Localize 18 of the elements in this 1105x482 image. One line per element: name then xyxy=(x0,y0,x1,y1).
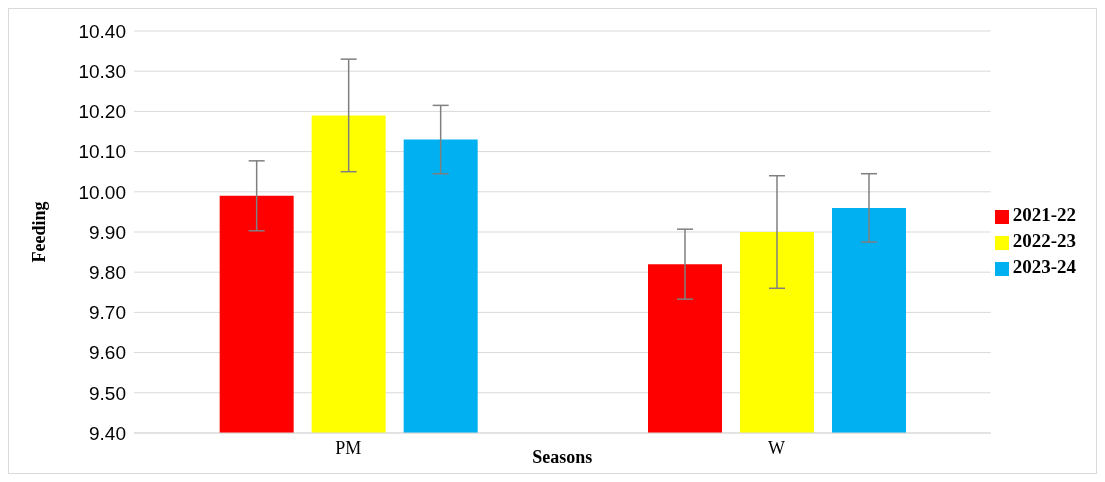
legend-label: 2021-22 xyxy=(1012,204,1076,225)
y-tick-label: 9.60 xyxy=(89,342,126,364)
y-tick-label: 9.80 xyxy=(89,261,126,283)
y-tick-label: 9.70 xyxy=(89,302,126,324)
y-tick-label: 10.20 xyxy=(78,101,126,123)
x-tick-label: PM xyxy=(335,437,362,458)
y-tick-label: 9.90 xyxy=(89,221,126,243)
y-tick-label: 10.00 xyxy=(78,181,126,203)
y-tick-label: 10.30 xyxy=(78,60,126,82)
y-axis-title: Feeding xyxy=(29,201,50,263)
y-tick-label: 10.10 xyxy=(78,141,126,163)
y-tick-label: 9.50 xyxy=(89,382,126,404)
x-axis-title: Seasons xyxy=(532,447,593,467)
legend-label: 2023-24 xyxy=(1012,256,1076,277)
y-tick-label: 9.40 xyxy=(89,422,126,444)
y-tick-label: 10.40 xyxy=(78,20,126,42)
legend-label: 2022-23 xyxy=(1012,230,1076,251)
x-tick-label: W xyxy=(768,437,785,458)
